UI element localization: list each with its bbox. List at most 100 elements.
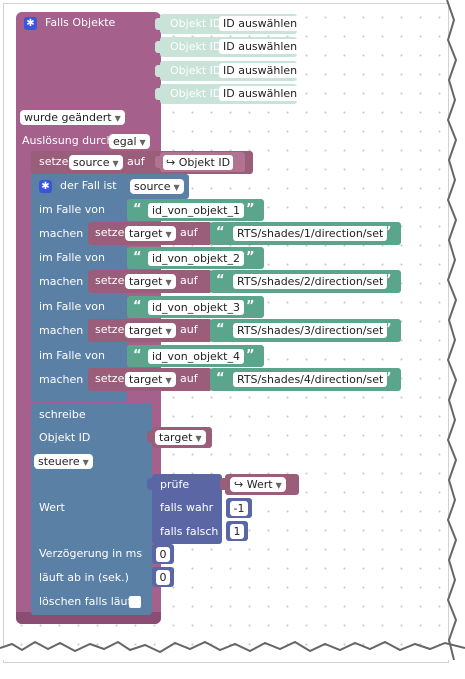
object-id-label: Objekt ID (170, 64, 222, 77)
ternary-block[interactable] (152, 474, 222, 544)
setze-label: setze (95, 323, 125, 336)
expire-number[interactable]: 0 (156, 570, 170, 585)
delay-label: Verzögerung in ms (39, 547, 143, 560)
dropdown-arrow-icon: ▼ (139, 138, 146, 147)
expire-label: läuft ab in (sek.) (39, 571, 129, 584)
object-id-select[interactable]: ID auswählen (219, 16, 302, 31)
quote-close: ” (246, 299, 255, 314)
case-value[interactable]: id_von_objekt_3 (148, 300, 244, 315)
write-block[interactable] (31, 403, 152, 615)
setze-label: setze (39, 155, 69, 168)
quote-open: “ (216, 225, 225, 240)
dropdown-arrow-icon: ▼ (275, 481, 282, 490)
auf-label: auf (127, 155, 145, 168)
variable-dropdown[interactable]: target ▼ (125, 274, 176, 289)
target-value[interactable]: RTS/shades/2/direction/set (233, 274, 388, 289)
object-id-select[interactable]: ID auswählen (219, 63, 302, 78)
dropdown-arrow-icon: ▼ (165, 327, 172, 336)
object-id-label: Objekt ID (170, 40, 222, 53)
case-value[interactable]: id_von_objekt_4 (148, 349, 244, 364)
object-id-select[interactable]: ID auswählen (219, 39, 302, 54)
dropdown-arrow-icon: ▼ (165, 230, 172, 239)
dropdown-arrow-icon: ▼ (112, 159, 119, 168)
get-variable-icon: ↪ (234, 478, 244, 491)
quote-close: ” (383, 273, 392, 288)
gear-icon[interactable]: ✱ (24, 17, 37, 30)
target-value[interactable]: RTS/shades/4/direction/set (233, 372, 388, 387)
dropdown-arrow-icon: ▼ (82, 458, 89, 467)
auf-label: auf (180, 372, 198, 385)
input-notch (220, 478, 227, 490)
quote-close: ” (246, 348, 255, 363)
dropdown-arrow-icon: ▼ (165, 278, 172, 287)
auf-label: auf (180, 274, 198, 287)
quote-open: “ (133, 348, 142, 363)
quote-close: ” (383, 322, 392, 337)
torn-edge-right (446, 0, 458, 660)
check-label: prüfe (160, 478, 190, 491)
quote-open: “ (216, 371, 225, 386)
object-id-label: Objekt ID (39, 431, 91, 444)
if-true-number[interactable]: -1 (230, 501, 248, 516)
setze-label: setze (95, 226, 125, 239)
input-notch (155, 88, 162, 100)
quote-open: “ (133, 299, 142, 314)
value-label: Wert (39, 501, 65, 514)
clear-label: löschen falls läuft (39, 595, 136, 608)
if-true-label: falls wahr (160, 501, 214, 514)
dropdown-arrow-icon: ▼ (114, 114, 121, 123)
if-false-label: falls falsch (160, 525, 219, 538)
switch-title: der Fall ist (60, 179, 117, 192)
case-label: im Falle von (39, 251, 105, 264)
dropdown-arrow-icon: ▼ (195, 434, 202, 443)
mode-dropdown[interactable]: steuere ▼ (34, 454, 93, 469)
input-notch (155, 65, 162, 77)
object-id-select[interactable]: ID auswählen (219, 86, 302, 101)
input-notch (155, 41, 162, 53)
dropdown-arrow-icon: ▼ (173, 183, 180, 192)
event-title: Falls Objekte (45, 16, 116, 29)
variable-dropdown[interactable]: target ▼ (125, 226, 176, 241)
target-getter-dropdown[interactable]: target ▼ (155, 430, 206, 445)
quote-close: ” (383, 371, 392, 386)
input-notch (155, 18, 162, 30)
target-value[interactable]: RTS/shades/1/direction/set (233, 226, 388, 241)
case-label: im Falle von (39, 203, 105, 216)
variable-dropdown[interactable]: target ▼ (125, 323, 176, 338)
case-value[interactable]: id_von_objekt_1 (148, 203, 244, 218)
quote-open: “ (133, 250, 142, 265)
case-value[interactable]: id_von_objekt_2 (148, 251, 244, 266)
setze-label: setze (95, 372, 125, 385)
auf-label: auf (180, 323, 198, 336)
object-id-label: Objekt ID (170, 17, 222, 30)
object-id-label: Objekt ID (170, 87, 222, 100)
change-dropdown[interactable]: wurde geändert ▼ (20, 110, 125, 125)
get-variable-icon: ↪ (166, 156, 176, 169)
event-block-bottom (16, 612, 161, 624)
auf-label: auf (180, 226, 198, 239)
quote-close: ” (246, 250, 255, 265)
trigger-label: Auslösung durch (22, 134, 114, 147)
variable-dropdown[interactable]: source ▼ (69, 155, 123, 170)
case-label: im Falle von (39, 349, 105, 362)
do-label: machen (39, 275, 84, 288)
quote-open: “ (216, 322, 225, 337)
quote-open: “ (133, 202, 142, 217)
object-id-getter[interactable]: ↪ Objekt ID (163, 155, 234, 170)
clear-checkbox[interactable] (129, 596, 141, 608)
do-label: machen (39, 373, 84, 386)
setze-label: setze (95, 274, 125, 287)
dropdown-arrow-icon: ▼ (165, 376, 172, 385)
if-false-number[interactable]: 1 (230, 524, 244, 539)
input-notch (147, 478, 154, 490)
switch-variable-dropdown[interactable]: source ▼ (130, 179, 184, 194)
check-getter[interactable]: ↪ Wert ▼ (230, 477, 286, 492)
variable-dropdown[interactable]: target ▼ (125, 372, 176, 387)
torn-edge-shadow (0, 640, 465, 660)
trigger-dropdown[interactable]: egal ▼ (109, 134, 150, 149)
target-value[interactable]: RTS/shades/3/direction/set (233, 323, 388, 338)
delay-number[interactable]: 0 (156, 547, 170, 562)
gear-icon[interactable]: ✱ (39, 180, 52, 193)
do-label: machen (39, 324, 84, 337)
do-label: machen (39, 227, 84, 240)
